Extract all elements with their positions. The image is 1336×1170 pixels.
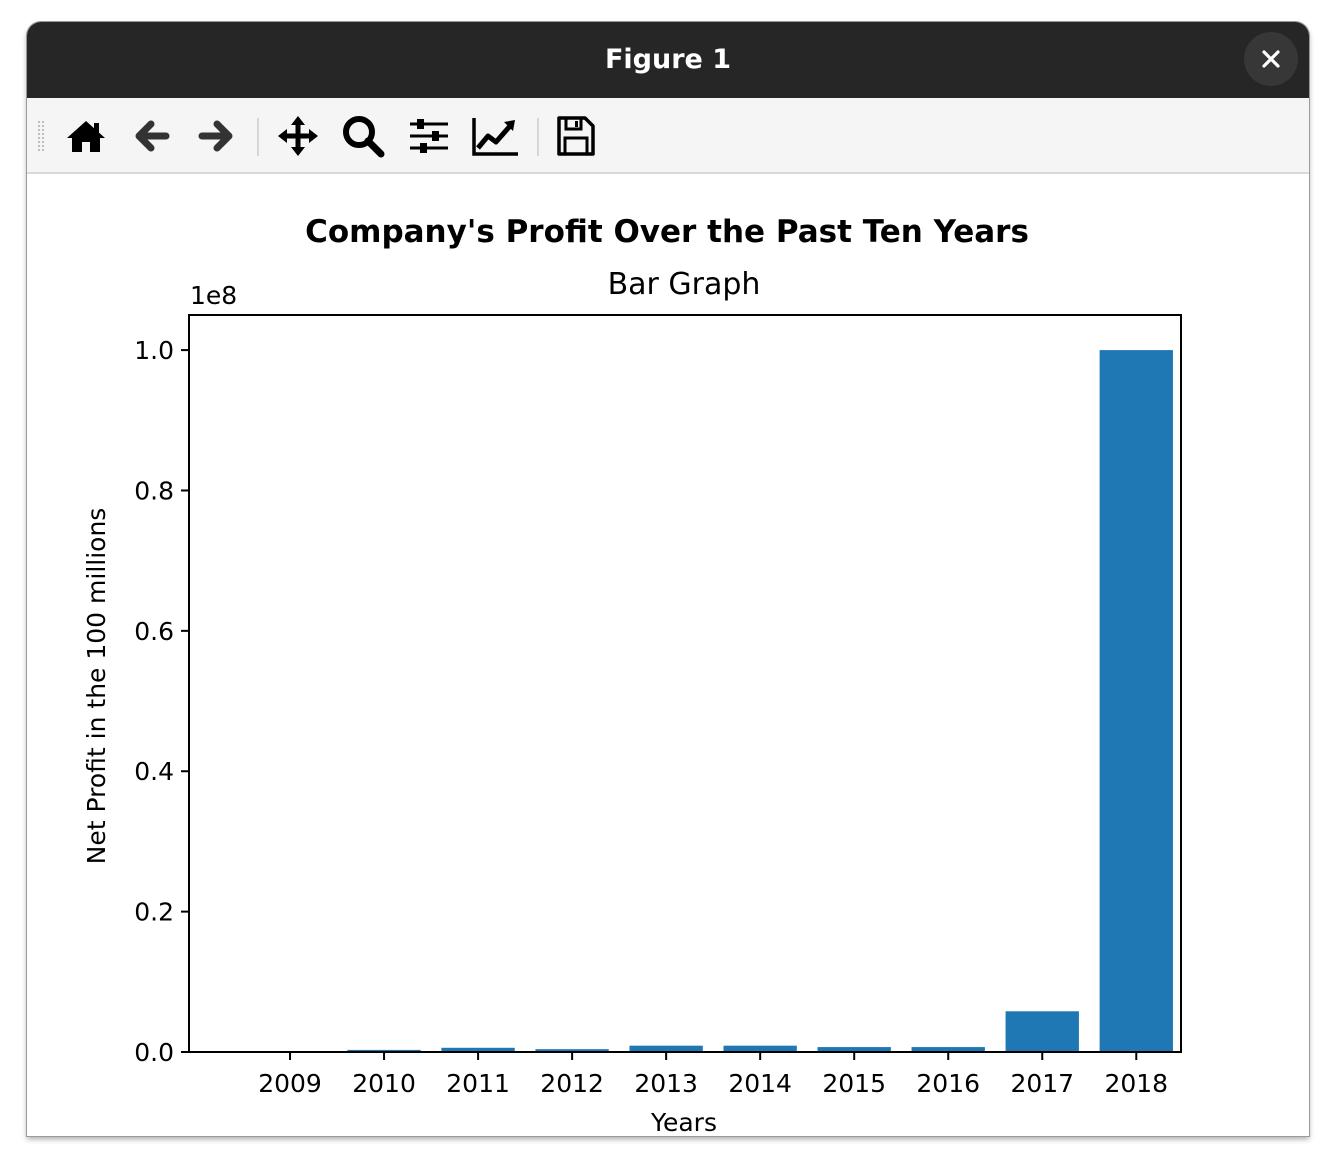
bar-2013 (629, 1045, 703, 1052)
zoom-button[interactable] (335, 108, 391, 164)
x-tick-label: 2017 (1010, 1069, 1074, 1098)
forward-button[interactable] (188, 108, 244, 164)
y-ticks-group: 0.0 0.2 0.4 0.6 0.8 1.0 (134, 336, 189, 1067)
move-icon (278, 116, 318, 156)
bar-2010 (347, 1049, 421, 1052)
zoom-icon (343, 116, 385, 158)
x-tick-label: 2014 (728, 1069, 792, 1098)
pan-button[interactable] (270, 108, 326, 164)
x-tick-label: 2010 (352, 1069, 416, 1098)
arrow-right-icon (198, 120, 233, 152)
title-bar[interactable]: Figure 1 (27, 22, 1309, 98)
x-tick-label: 2012 (540, 1069, 604, 1098)
x-tick-label: 2016 (916, 1069, 980, 1098)
y-tick-label: 0.8 (134, 476, 174, 505)
toolbar (27, 98, 1309, 174)
axes-frame (188, 314, 1182, 1053)
toolbar-grip[interactable] (37, 120, 45, 152)
close-button[interactable] (1244, 32, 1298, 86)
x-tick-label: 2011 (446, 1069, 510, 1098)
chart-suptitle: Company's Profit Over the Past Ten Years (305, 214, 1029, 250)
figure-window: Figure 1 (27, 22, 1309, 1136)
x-ticks-group: 2009 2010 2011 2012 2013 2014 2015 2016 2017 2018 (258, 1052, 1168, 1098)
toolbar-separator (257, 118, 259, 156)
x-tick-label: 2013 (634, 1069, 698, 1098)
y-tick-label: 0.2 (134, 898, 174, 927)
x-tick-label: 2015 (822, 1069, 886, 1098)
y-tick-label: 0.4 (134, 757, 174, 786)
bar-2011 (441, 1047, 515, 1052)
arrow-left-icon (135, 120, 170, 152)
sliders-icon (410, 119, 448, 153)
bar-2017 (1005, 1011, 1079, 1052)
save-button[interactable] (547, 108, 603, 164)
bar-2016 (911, 1047, 985, 1052)
bar-2012 (535, 1049, 609, 1052)
configure-subplots-button[interactable] (401, 108, 457, 164)
close-icon (1262, 50, 1280, 68)
home-icon (67, 121, 105, 152)
y-tick-label: 1.0 (134, 336, 174, 365)
x-tick-label: 2018 (1104, 1069, 1168, 1098)
toolbar-separator (537, 118, 539, 156)
save-icon (557, 116, 595, 156)
bar-2015 (817, 1047, 891, 1052)
window-title: Figure 1 (604, 44, 732, 75)
x-axis-label: Years (650, 1108, 717, 1136)
back-button[interactable] (124, 108, 180, 164)
edit-axes-button[interactable] (467, 108, 523, 164)
plot-canvas[interactable]: Company's Profit Over the Past Ten Years… (27, 174, 1309, 1136)
home-button[interactable] (58, 108, 114, 164)
y-offset-text: 1e8 (190, 281, 237, 310)
y-tick-label: 0.6 (134, 617, 174, 646)
y-axis-label: Net Profit in the 100 millions (82, 508, 111, 865)
bar-2014 (723, 1045, 797, 1052)
bar-2018 (1099, 350, 1173, 1053)
bar-chart: Company's Profit Over the Past Ten Years… (82, 214, 1182, 1136)
x-tick-label: 2009 (258, 1069, 322, 1098)
y-tick-label: 0.0 (134, 1038, 174, 1067)
bars-group (347, 350, 1173, 1053)
line-chart-icon (472, 118, 518, 156)
chart-title: Bar Graph (608, 267, 761, 302)
